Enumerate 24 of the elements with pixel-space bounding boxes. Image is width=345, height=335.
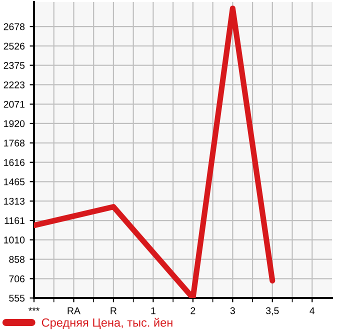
- y-tick-label: 2526: [4, 42, 25, 50]
- y-tick-label: 2375: [4, 62, 25, 69]
- y-tick-label: 1768: [4, 140, 25, 147]
- y-tick-label: 1313: [4, 198, 25, 205]
- y-tick-label: 858: [9, 256, 25, 263]
- y-tick-label: 1920: [4, 120, 25, 128]
- x-tick-label: 1: [151, 307, 156, 314]
- y-tick-label: 1161: [4, 217, 24, 224]
- x-tick-label: 3,5: [266, 307, 279, 316]
- y-tick-label: 1465: [4, 178, 25, 186]
- y-tick-label: 1010: [4, 236, 25, 244]
- y-tick-label: 555: [9, 294, 25, 302]
- x-tick-label: RA: [68, 307, 80, 314]
- legend-label: Средняя Цена, тыс. йен: [42, 318, 172, 330]
- x-tick-label: ***: [28, 307, 40, 311]
- y-tick-label: 2678: [4, 23, 25, 30]
- y-tick-label: 706: [9, 275, 25, 282]
- y-tick-label: 2223: [4, 81, 25, 88]
- x-tick-label: 2: [190, 307, 196, 314]
- y-tick-label: 2071: [4, 100, 24, 108]
- x-tick-label: 4: [310, 307, 315, 314]
- y-tick-label: 1616: [4, 159, 25, 166]
- x-tick-label: R: [110, 307, 117, 314]
- x-tick-label: 3: [230, 307, 235, 314]
